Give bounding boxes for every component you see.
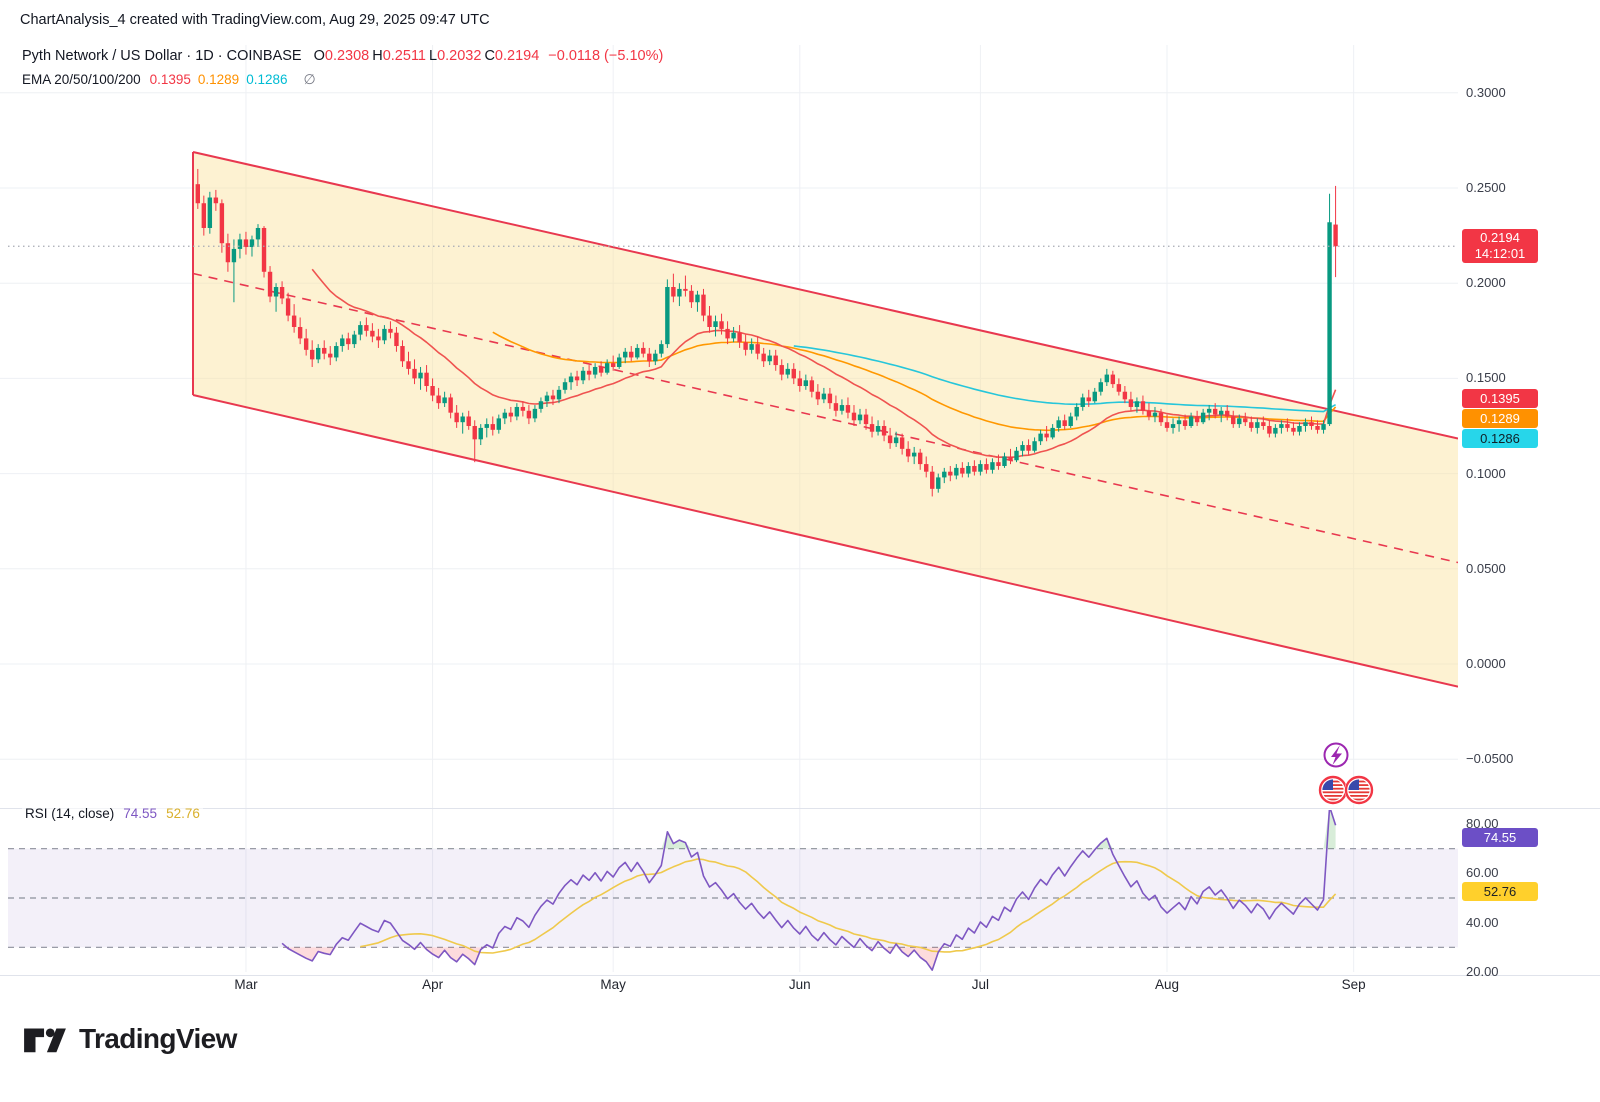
- lightning-event-icon[interactable]: [1323, 742, 1349, 768]
- tradingview-logo-icon: [24, 1028, 66, 1053]
- last-price-value: 0.2194: [1480, 230, 1520, 245]
- ohlc-value: 0.2511: [382, 48, 426, 64]
- time-axis-label-sep: Sep: [1341, 977, 1366, 992]
- price-tick-label: 0.2000: [1466, 275, 1506, 291]
- tradingview-logo-text: TradingView: [79, 1023, 237, 1054]
- ohlc-key: O: [313, 48, 325, 64]
- ohlc-value: 0.2308: [324, 48, 370, 64]
- rsi-value-label: 52.76: [1462, 881, 1538, 901]
- price-tick-label: 0.2500: [1466, 180, 1506, 195]
- last-price-label: 0.2194 14:12:01: [1462, 229, 1538, 263]
- price-tick-label: −0.0500: [1466, 751, 1514, 767]
- price-tick-label: 0.3000: [1466, 84, 1506, 100]
- rsi-pane: [8, 810, 1458, 971]
- tradingview-logo[interactable]: TradingView: [22, 1020, 237, 1058]
- rsi-tick-label: 20.00: [1466, 963, 1499, 979]
- descending-channel[interactable]: [192, 151, 1458, 688]
- price-tick-label: 0.1000: [1466, 465, 1506, 481]
- grid: [0, 45, 1458, 972]
- time-axis-label-apr: Apr: [422, 977, 444, 992]
- time-axis-label-jul: Jul: [971, 977, 990, 992]
- ema-legend: EMA 20/50/100/200 0.1395 0.1289 0.1286 ∅: [22, 71, 316, 88]
- rsi-ma-value: 52.76: [166, 806, 200, 821]
- price-tick-label: 0.1500: [1466, 370, 1506, 386]
- last-price-time: 14:12:01: [1474, 246, 1526, 261]
- ema-price-label: 0.1289: [1462, 409, 1538, 429]
- ema-value: 0.1395: [149, 72, 191, 87]
- rsi-legend-title[interactable]: RSI (14, close): [25, 806, 115, 821]
- price-tick-label: 0.0000: [1466, 656, 1506, 671]
- ohlc-value: 0.2194: [494, 48, 540, 64]
- ema-legend-title[interactable]: EMA 20/50/100/200: [22, 72, 141, 87]
- ohlc-key: C: [484, 48, 495, 64]
- rsi-legend: RSI (14, close) 74.55 52.76: [22, 806, 203, 821]
- change-value: −0.0118 (−5.10%): [548, 48, 664, 64]
- rsi-value: 74.55: [123, 806, 158, 821]
- time-axis-label-jun: Jun: [788, 977, 811, 992]
- ohlc-value: 0.2032: [437, 48, 482, 64]
- candlestick-series: [195, 168, 1338, 497]
- price-tick-label: 0.0500: [1466, 560, 1506, 576]
- ohlc-key: H: [372, 48, 383, 64]
- us-flag-event-icon[interactable]: [1318, 775, 1374, 805]
- ema-value: 0.1289: [197, 72, 240, 87]
- ema-price-label: 0.1395: [1462, 388, 1538, 408]
- ema-values: 0.1395 0.1289 0.1286: [150, 72, 295, 87]
- time-axis-label-aug: Aug: [1155, 977, 1180, 992]
- ohlc-key: L: [429, 48, 438, 64]
- symbol-title[interactable]: Pyth Network / US Dollar · 1D · COINBASE: [22, 48, 302, 64]
- symbol-legend: Pyth Network / US Dollar · 1D · COINBASE…: [22, 48, 663, 64]
- rsi-tick-label: 80.00: [1466, 815, 1499, 831]
- event-icons: [1318, 742, 1374, 805]
- time-axis-label-mar: Mar: [234, 977, 258, 992]
- ema-price-label: 0.1286: [1462, 429, 1538, 449]
- ohlc-values: O0.2308 H0.2511 L0.2032 C0.2194: [311, 48, 540, 64]
- rsi-tick-label: 60.00: [1466, 865, 1499, 881]
- time-axis-label-may: May: [600, 977, 626, 992]
- ema-value: 0.1286: [246, 72, 288, 87]
- rsi-value-label: 74.55: [1462, 827, 1538, 847]
- watermark-attribution: ChartAnalysis_4 created with TradingView…: [20, 12, 490, 28]
- ema-empty-symbol: ∅: [303, 71, 316, 87]
- rsi-tick-label: 40.00: [1466, 914, 1499, 930]
